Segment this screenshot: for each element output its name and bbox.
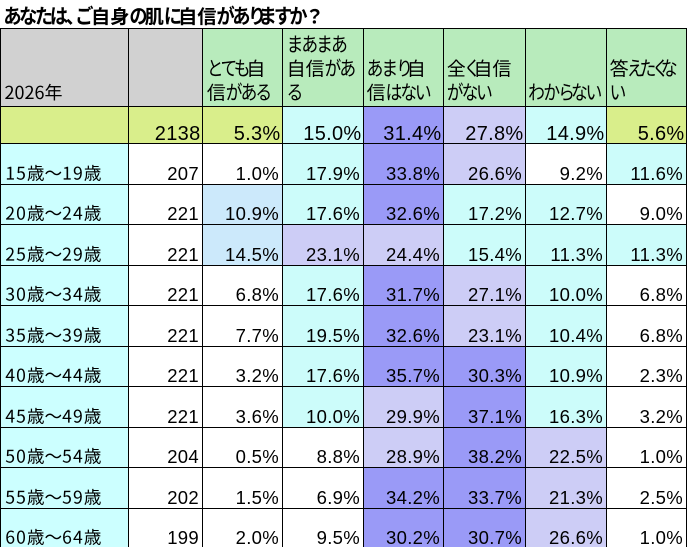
svg-text:221: 221 bbox=[167, 203, 199, 224]
svg-text:34.2%: 34.2% bbox=[386, 487, 440, 508]
svg-text:11.6%: 11.6% bbox=[630, 163, 683, 184]
svg-text:207: 207 bbox=[167, 163, 199, 184]
svg-text:30.7%: 30.7% bbox=[468, 527, 522, 547]
svg-text:27.8%: 27.8% bbox=[465, 123, 523, 145]
svg-text:23.1%: 23.1% bbox=[468, 325, 522, 346]
svg-text:7.7%: 7.7% bbox=[236, 325, 279, 346]
svg-text:33.7%: 33.7% bbox=[468, 487, 522, 508]
svg-text:10.9%: 10.9% bbox=[549, 365, 603, 386]
svg-text:204: 204 bbox=[167, 446, 199, 467]
svg-text:5.3%: 5.3% bbox=[234, 123, 281, 145]
svg-text:1.0%: 1.0% bbox=[236, 163, 279, 184]
svg-text:32.6%: 32.6% bbox=[386, 203, 440, 224]
svg-text:9.2%: 9.2% bbox=[560, 163, 603, 184]
svg-text:5.6%: 5.6% bbox=[638, 123, 685, 145]
svg-text:6.9%: 6.9% bbox=[317, 487, 360, 508]
svg-text:0.5%: 0.5% bbox=[236, 446, 279, 467]
svg-text:11.3%: 11.3% bbox=[630, 244, 683, 265]
svg-text:202: 202 bbox=[167, 487, 199, 508]
svg-text:21.3%: 21.3% bbox=[549, 487, 603, 508]
svg-text:29.9%: 29.9% bbox=[386, 406, 440, 427]
svg-text:221: 221 bbox=[167, 244, 199, 265]
svg-text:6.8%: 6.8% bbox=[640, 325, 683, 346]
svg-text:28.9%: 28.9% bbox=[386, 446, 440, 467]
svg-text:31.7%: 31.7% bbox=[386, 284, 440, 305]
svg-text:16.3%: 16.3% bbox=[549, 406, 603, 427]
svg-text:17.9%: 17.9% bbox=[306, 163, 360, 184]
svg-text:221: 221 bbox=[167, 365, 199, 386]
svg-text:11.3%: 11.3% bbox=[550, 244, 603, 265]
svg-text:12.7%: 12.7% bbox=[549, 203, 603, 224]
svg-text:19.5%: 19.5% bbox=[306, 325, 360, 346]
svg-text:17.6%: 17.6% bbox=[306, 203, 360, 224]
svg-text:2.5%: 2.5% bbox=[640, 487, 683, 508]
svg-text:2.3%: 2.3% bbox=[640, 365, 683, 386]
svg-text:24.4%: 24.4% bbox=[386, 244, 440, 265]
svg-text:14.5%: 14.5% bbox=[225, 244, 279, 265]
svg-text:199: 199 bbox=[167, 527, 199, 547]
svg-text:32.6%: 32.6% bbox=[386, 325, 440, 346]
svg-text:26.6%: 26.6% bbox=[549, 527, 603, 547]
svg-text:10.4%: 10.4% bbox=[549, 325, 603, 346]
svg-text:6.8%: 6.8% bbox=[640, 284, 683, 305]
svg-text:10.0%: 10.0% bbox=[306, 406, 360, 427]
svg-text:2.0%: 2.0% bbox=[236, 527, 279, 547]
svg-text:1.0%: 1.0% bbox=[640, 446, 683, 467]
svg-text:35.7%: 35.7% bbox=[386, 365, 440, 386]
svg-text:30.3%: 30.3% bbox=[468, 365, 522, 386]
svg-text:33.8%: 33.8% bbox=[386, 163, 440, 184]
svg-text:17.6%: 17.6% bbox=[306, 284, 360, 305]
svg-text:38.2%: 38.2% bbox=[468, 446, 522, 467]
svg-text:37.1%: 37.1% bbox=[468, 406, 522, 427]
svg-text:10.9%: 10.9% bbox=[225, 203, 279, 224]
svg-text:31.4%: 31.4% bbox=[383, 123, 441, 145]
svg-text:22.5%: 22.5% bbox=[549, 446, 603, 467]
svg-text:9.0%: 9.0% bbox=[640, 203, 683, 224]
svg-text:1.0%: 1.0% bbox=[640, 527, 683, 547]
svg-text:3.2%: 3.2% bbox=[236, 365, 279, 386]
svg-text:23.1%: 23.1% bbox=[306, 244, 360, 265]
svg-text:9.5%: 9.5% bbox=[317, 527, 360, 547]
svg-text:221: 221 bbox=[167, 284, 199, 305]
svg-text:3.6%: 3.6% bbox=[236, 406, 279, 427]
svg-text:1.5%: 1.5% bbox=[236, 487, 279, 508]
svg-text:2138: 2138 bbox=[155, 123, 201, 145]
svg-text:221: 221 bbox=[167, 325, 199, 346]
svg-text:27.1%: 27.1% bbox=[468, 284, 522, 305]
svg-text:10.0%: 10.0% bbox=[549, 284, 603, 305]
svg-text:3.2%: 3.2% bbox=[640, 406, 683, 427]
svg-text:26.6%: 26.6% bbox=[468, 163, 522, 184]
svg-text:17.6%: 17.6% bbox=[306, 365, 360, 386]
svg-text:15.4%: 15.4% bbox=[468, 244, 522, 265]
svg-text:14.9%: 14.9% bbox=[546, 123, 604, 145]
svg-text:221: 221 bbox=[167, 406, 199, 427]
svg-text:15.0%: 15.0% bbox=[303, 123, 361, 145]
svg-text:17.2%: 17.2% bbox=[468, 203, 522, 224]
svg-text:30.2%: 30.2% bbox=[386, 527, 440, 547]
svg-text:6.8%: 6.8% bbox=[236, 284, 279, 305]
svg-text:8.8%: 8.8% bbox=[317, 446, 360, 467]
